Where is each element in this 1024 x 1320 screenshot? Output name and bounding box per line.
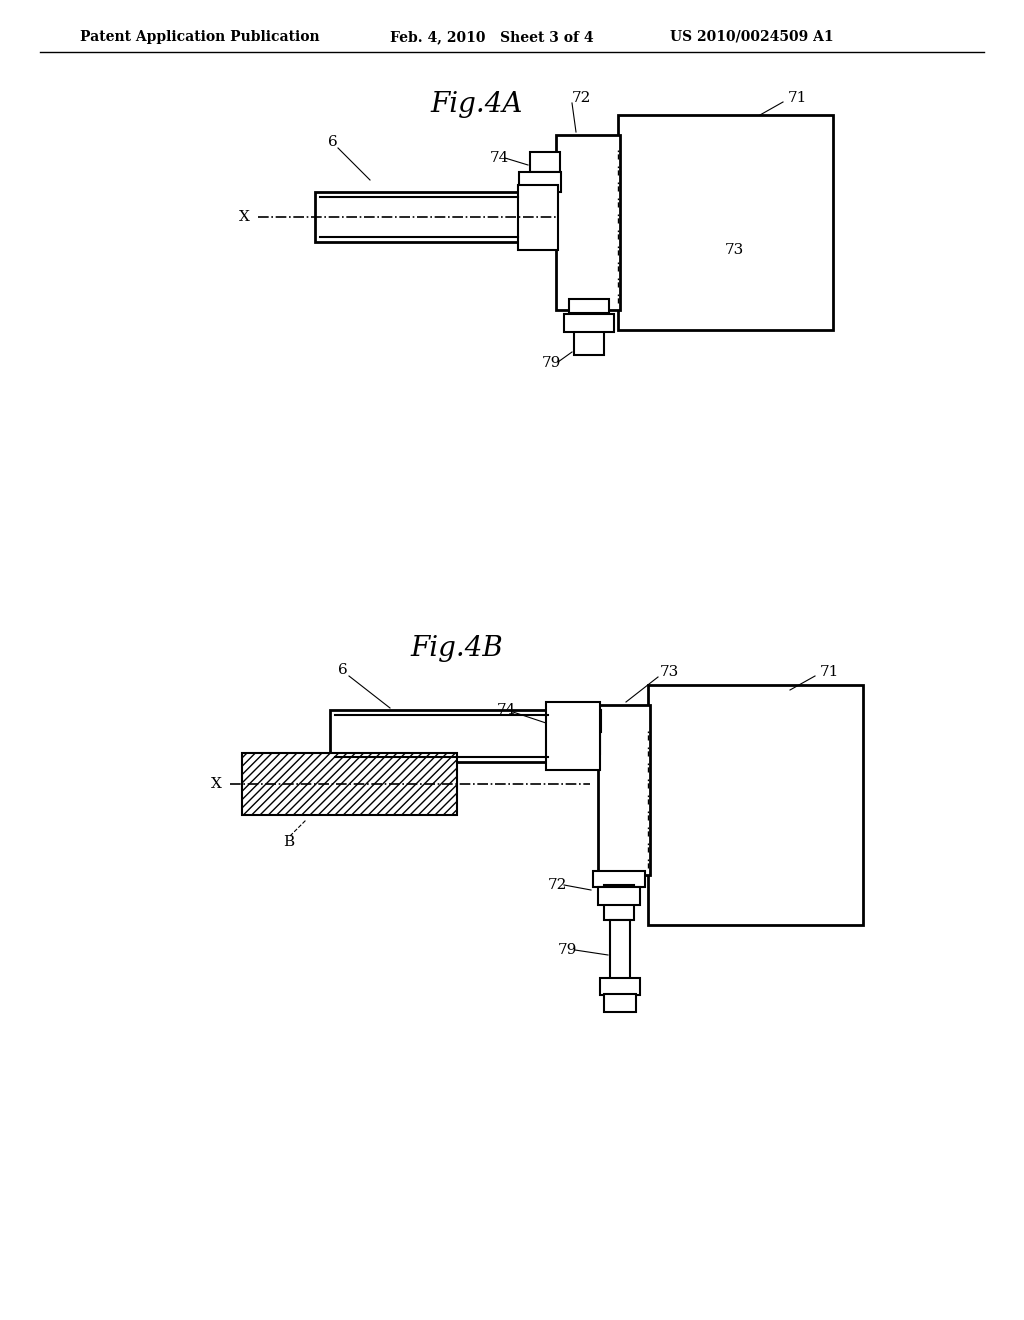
Bar [242, 752, 457, 814]
Bar [556, 135, 620, 310]
Bar [518, 185, 558, 249]
Text: 6: 6 [338, 663, 348, 677]
Bar [598, 705, 650, 875]
Text: US 2010/0024509 A1: US 2010/0024509 A1 [670, 30, 834, 44]
Bar [648, 685, 863, 925]
Text: 71: 71 [820, 665, 840, 678]
Bar [315, 191, 522, 242]
Text: 73: 73 [660, 665, 679, 678]
Bar [593, 871, 645, 887]
Text: 79: 79 [542, 356, 561, 370]
Text: Feb. 4, 2010   Sheet 3 of 4: Feb. 4, 2010 Sheet 3 of 4 [390, 30, 594, 44]
Bar [330, 710, 552, 762]
Text: Fig.4B: Fig.4B [410, 635, 503, 661]
Text: B: B [283, 836, 294, 849]
Text: Fig.4A: Fig.4A [430, 91, 522, 119]
FancyArrowPatch shape [662, 222, 715, 246]
Text: X: X [240, 210, 250, 224]
Bar [574, 310, 604, 355]
Text: 79: 79 [558, 942, 578, 957]
Bar [558, 710, 601, 733]
Bar [600, 978, 640, 995]
Bar [530, 152, 560, 172]
Bar [546, 702, 600, 770]
Bar [598, 887, 640, 906]
Text: Patent Application Publication: Patent Application Publication [80, 30, 319, 44]
Bar [519, 172, 561, 191]
Text: 6: 6 [328, 135, 338, 149]
Text: 72: 72 [548, 878, 567, 892]
Bar [604, 884, 634, 920]
Bar [610, 920, 630, 979]
Bar [569, 300, 609, 313]
Bar [548, 733, 600, 754]
Bar [618, 115, 833, 330]
Bar [604, 994, 636, 1012]
Bar [564, 314, 614, 333]
Text: 74: 74 [497, 704, 516, 717]
Text: 71: 71 [788, 91, 807, 106]
Text: 72: 72 [572, 91, 592, 106]
Text: X: X [211, 777, 222, 791]
Text: 74: 74 [490, 150, 509, 165]
Text: 73: 73 [725, 243, 744, 257]
